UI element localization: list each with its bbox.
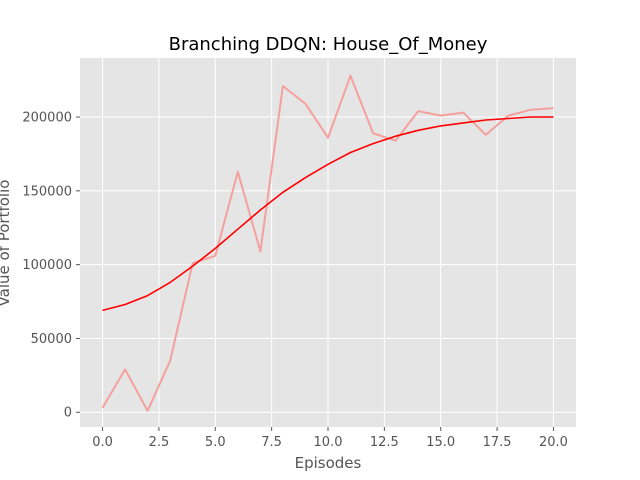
- y-tick-label: 150000: [22, 184, 72, 199]
- smoothed-portfolio-value-line: [102, 116, 554, 312]
- x-tick-label: 2.5: [149, 435, 170, 450]
- y-tick-label: 200000: [22, 111, 72, 126]
- plot-area: 0.0 2.5 5.0 7.5 10.0 12.5 15.0 17.5 20.0 0 50000 10…: [22, 58, 576, 450]
- y-axis-label: Value of Portfolio: [0, 180, 13, 307]
- y-tick-label: 50000: [31, 332, 72, 347]
- raw-portfolio-value-line: [101, 74, 554, 412]
- x-tick-label: 17.5: [483, 435, 512, 450]
- x-axis-label: Episodes: [295, 454, 362, 472]
- y-tick-label: 100000: [22, 258, 72, 273]
- x-tick-label: 12.5: [370, 435, 399, 450]
- y-tick-label: 0: [64, 406, 72, 421]
- x-tick-label: 7.5: [261, 435, 282, 450]
- x-tick-label: 20.0: [539, 435, 568, 450]
- x-tick-label: 0.0: [92, 435, 113, 450]
- x-tick-label: 5.0: [205, 435, 226, 450]
- chart-title: Branching DDQN: House_Of_Money: [169, 34, 488, 55]
- x-tick-label: 10.0: [314, 435, 343, 450]
- x-tick-label: 15.0: [426, 435, 455, 450]
